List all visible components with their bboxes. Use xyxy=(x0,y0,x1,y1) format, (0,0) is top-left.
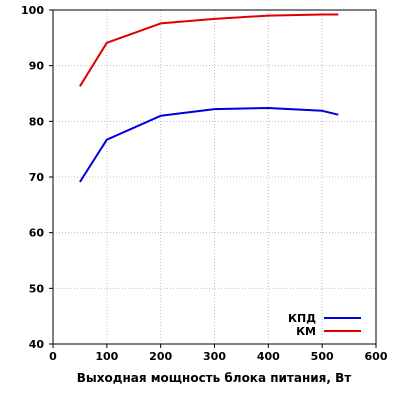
x-tick-label: 0 xyxy=(49,350,57,363)
series-lines xyxy=(79,13,339,183)
x-tick-label: 300 xyxy=(203,350,226,363)
x-tick-label: 500 xyxy=(311,350,334,363)
y-tick-label: 50 xyxy=(29,282,45,295)
y-tick-label: 100 xyxy=(21,4,44,17)
x-axis-title: Выходная мощность блока питания, Вт xyxy=(77,371,352,385)
y-tick-label: 40 xyxy=(29,338,45,351)
y-tick-label: 90 xyxy=(29,60,45,73)
x-tick-label: 600 xyxy=(365,350,388,363)
y-tick-label: 70 xyxy=(29,171,45,184)
x-tick-label: 100 xyxy=(95,350,118,363)
y-tick-label: 60 xyxy=(29,227,45,240)
series-line-kpd xyxy=(79,107,339,183)
y-axis-ticks: 40 50 60 70 80 90 100 xyxy=(21,4,53,351)
x-tick-label: 200 xyxy=(149,350,172,363)
y-tick-label: 80 xyxy=(29,115,45,128)
legend-label-km: КМ xyxy=(296,325,316,338)
x-axis-ticks: 0 100 200 300 400 500 600 xyxy=(49,344,388,363)
x-tick-label: 400 xyxy=(257,350,280,363)
series-line-km xyxy=(79,13,339,87)
legend-label-kpd: КПД xyxy=(288,312,316,325)
